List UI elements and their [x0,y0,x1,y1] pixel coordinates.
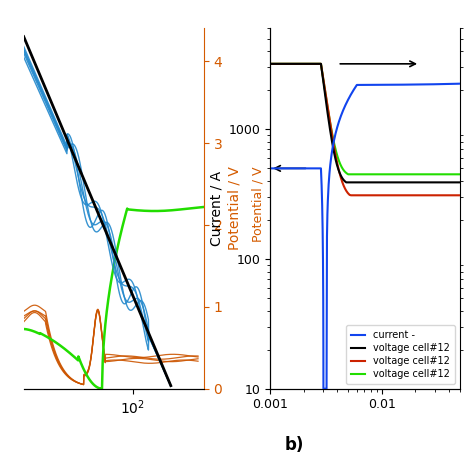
Y-axis label: Potential / V: Potential / V [228,167,242,250]
Text: b): b) [284,436,303,454]
Text: Potential / V: Potential / V [252,166,265,242]
Legend: current -, voltage cell#12, voltage cell#12, voltage cell#12: current -, voltage cell#12, voltage cell… [346,325,455,384]
Y-axis label: Current / A: Current / A [209,171,223,246]
